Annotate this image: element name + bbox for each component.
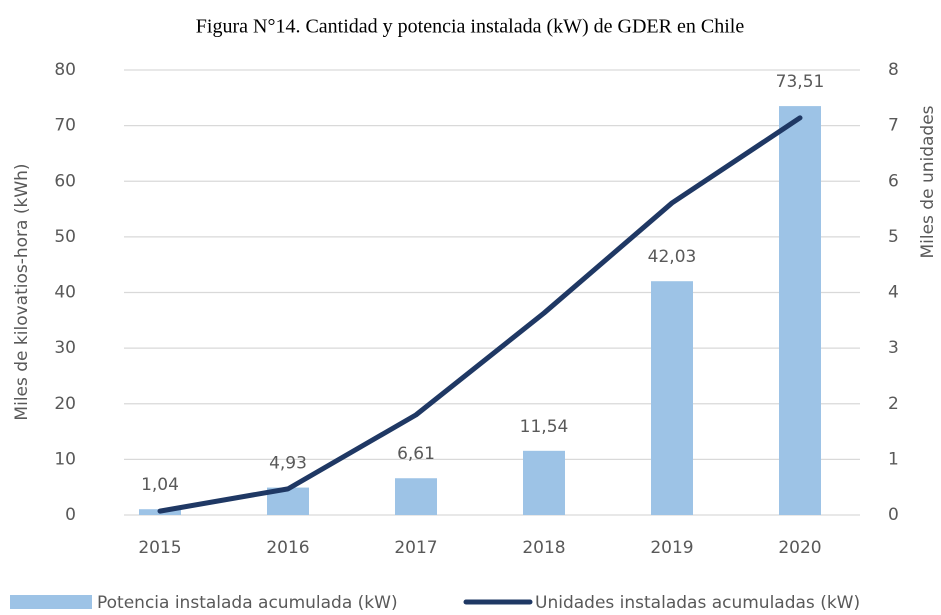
y-tick-label: 50 <box>54 227 76 247</box>
y-axis-label: Miles de kilovatios-hora (kWh) <box>12 163 32 420</box>
bar <box>395 478 437 515</box>
data-label: 6,61 <box>397 444 435 464</box>
y2-tick-label: 1 <box>888 449 899 469</box>
y2-tick-label: 0 <box>888 505 899 525</box>
data-label: 42,03 <box>648 247 697 267</box>
legend-label: Unidades instaladas acumuladas (kW) <box>535 593 860 613</box>
y2-tick-label: 8 <box>888 60 899 80</box>
x-tick-label: 2017 <box>394 538 437 558</box>
y-tick-label: 70 <box>54 116 76 136</box>
legend-swatch <box>10 595 92 609</box>
x-tick-label: 2016 <box>266 538 309 558</box>
y2-tick-label: 6 <box>888 171 899 191</box>
x-tick-label: 2019 <box>650 538 693 558</box>
y-tick-label: 60 <box>54 171 76 191</box>
x-tick-label: 2015 <box>138 538 181 558</box>
y-tick-label: 0 <box>65 505 76 525</box>
y2-tick-label: 4 <box>888 283 899 303</box>
chart-title: Figura N°14. Cantidad y potencia instala… <box>196 16 745 38</box>
data-label: 1,04 <box>141 475 179 495</box>
y-tick-label: 80 <box>54 60 76 80</box>
bar <box>523 450 565 515</box>
bar <box>651 281 693 515</box>
x-tick-label: 2020 <box>778 538 821 558</box>
y-tick-label: 10 <box>54 449 76 469</box>
y2-tick-label: 3 <box>888 338 899 358</box>
bar <box>779 106 821 516</box>
data-label: 73,51 <box>776 72 825 92</box>
y2-tick-label: 2 <box>888 394 899 414</box>
y2-tick-label: 7 <box>888 116 899 136</box>
y2-axis-label: Miles de unidades <box>918 105 938 258</box>
y2-tick-label: 5 <box>888 227 899 247</box>
x-tick-label: 2018 <box>522 538 565 558</box>
y-tick-label: 40 <box>54 283 76 303</box>
data-label: 11,54 <box>520 417 569 437</box>
legend-label: Potencia instalada acumulada (kW) <box>97 593 398 613</box>
line <box>157 115 803 514</box>
y-tick-label: 20 <box>54 394 76 414</box>
data-label: 4,93 <box>269 454 307 474</box>
y-tick-label: 30 <box>54 338 76 358</box>
